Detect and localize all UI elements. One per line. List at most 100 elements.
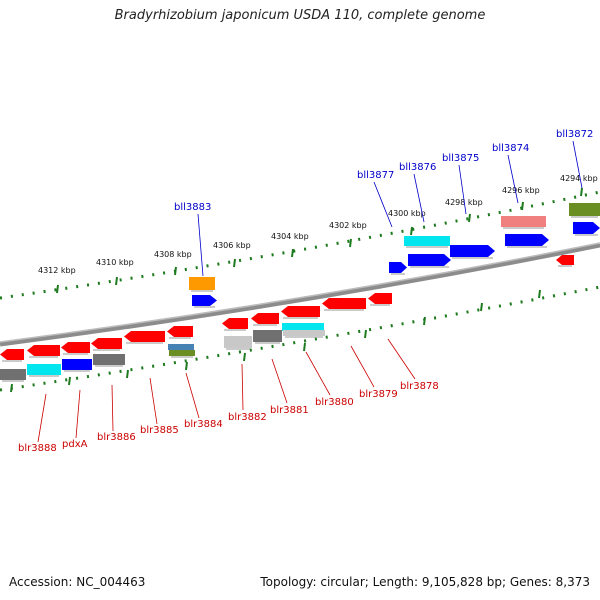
scale-tick [291,248,294,258]
gene-label-bll3883: bll3883 [174,202,211,213]
scale-label: 4306 kbp [213,241,251,250]
gene-label-blr3879: blr3879 [359,389,398,400]
accession-label: Accession: NC_004463 [9,575,146,589]
leader-line [507,154,519,204]
gene-label-blr3886: blr3886 [97,432,136,443]
gene-arrow [573,222,600,234]
gene-arrow [222,318,248,329]
scale-tick [10,383,13,393]
leader-line [37,393,47,443]
map-title: Bradyrhizobium japonicum USDA 110, compl… [114,8,486,23]
leader-line [75,389,81,439]
scale-tick [243,352,246,362]
gene-arrow [168,344,194,350]
gene-label-blr3880: blr3880 [315,397,354,408]
gene-arrow [27,345,60,356]
leader-line [387,338,416,380]
gene-arrow [253,330,282,342]
leader-line [350,345,375,388]
scale-label: 4310 kbp [96,258,134,267]
gene-arrow [569,203,600,216]
gene-arrow [251,313,279,324]
gene-label-bll3875: bll3875 [442,153,479,164]
leader-line [111,384,114,432]
scale-tick [115,276,118,286]
scale-tick [521,201,524,211]
gene-label-pdxA: pdxA [62,439,88,450]
scale-tick [410,226,413,236]
scale-label: 4308 kbp [154,250,192,259]
gene-arrow [556,255,574,265]
scale-label: 4298 kbp [445,198,483,207]
topology-label: Topology: circular; Length: 9,105,828 bp… [260,575,590,589]
scale-layer: 4312 kbp 4310 kbp 4308 kbp 4306 kbp 4304 kbp… [0,174,600,393]
gene-arrow [281,306,320,317]
scale-tick [185,361,188,371]
gene-label-blr3882: blr3882 [228,412,267,423]
gene-label-blr3885: blr3885 [140,425,179,436]
gene-arrow [61,342,90,353]
gene-layer [0,203,600,382]
gene-label-blr3881: blr3881 [270,405,309,416]
scale-tick [174,266,177,276]
scale-tick [538,289,541,299]
scale-label: 4304 kbp [271,232,309,241]
backbone-line [0,242,600,347]
leader-line [241,363,244,411]
gene-arrow [408,254,451,266]
scale-tick [126,369,129,379]
gene-label-blr3878: blr3878 [400,381,439,392]
gene-label-blr3888: blr3888 [18,443,57,454]
backbone-highlight [0,242,600,343]
gene-arrow [368,293,392,304]
gene-arrow [169,350,195,356]
gene-arrow [450,245,495,257]
scale-tick [364,329,367,339]
leader-line [185,372,200,419]
leader-line [373,181,393,228]
gene-label-bll3876: bll3876 [399,162,436,173]
gene-label-bll3872: bll3872 [556,129,593,140]
gene-arrow [93,354,125,365]
scale-label: 4296 kbp [502,186,540,195]
gene-arrow [224,336,252,348]
gene-label-bll3877: bll3877 [357,170,394,181]
leader-line [149,377,158,425]
gene-arrow [282,323,324,331]
gene-arrow [27,364,61,375]
gene-arrow [0,349,24,360]
gene-arrow [124,331,165,342]
gene-arrow [322,298,366,309]
scale-tick [580,187,583,197]
scale-tick [303,342,306,352]
gene-arrow [192,295,217,306]
gene-arrow [0,369,26,380]
gene-arrow [91,338,122,349]
scale-tick [56,284,59,294]
leader-line [271,358,288,404]
gene-arrow [501,216,546,227]
gene-label-blr3884: blr3884 [184,419,223,430]
scale-tick [480,302,483,312]
scale-label: 4294 kbp [560,174,598,183]
leader-line [197,213,204,277]
scale-tick [423,316,426,326]
scale-label: 4300 kbp [388,209,426,218]
leader-line [413,173,425,223]
backbone-layer [0,242,600,347]
gene-arrow [189,277,215,290]
scale-tick [349,238,352,248]
scale-track-lower [0,285,600,392]
scale-label: 4312 kbp [38,266,76,275]
scale-label: 4302 kbp [329,221,367,230]
gene-arrow [62,359,92,370]
scale-tick [233,258,236,268]
gene-arrow [505,234,549,246]
gene-arrow [283,330,325,336]
scale-tick [468,213,471,223]
label-layer: bll3883 bll3877 bll3876 bll3875 bll3874 bll38… [18,129,593,454]
gene-label-bll3874: bll3874 [492,143,529,154]
leader-line [572,140,583,189]
gene-arrow [389,262,407,273]
